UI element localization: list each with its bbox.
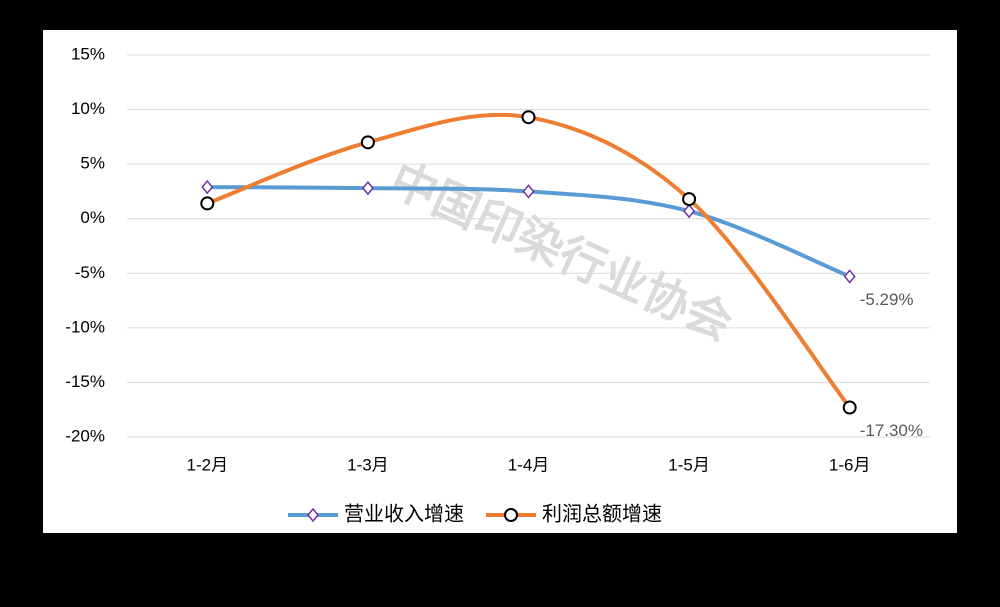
series-line (205, 112, 852, 410)
y-tick-label: 15% (71, 44, 105, 63)
marker (504, 508, 518, 522)
marker (360, 135, 375, 150)
y-tick-label: -20% (65, 426, 105, 445)
legend-label: 营业收入增速 (344, 502, 464, 525)
x-tick-label: 1-5月 (668, 455, 710, 474)
data-label: -5.29% (860, 290, 914, 309)
marker (200, 196, 215, 211)
x-tick-label: 1-3月 (347, 455, 389, 474)
y-tick-label: 0% (80, 208, 105, 227)
marker (521, 110, 536, 125)
y-tick-label: -10% (65, 317, 105, 336)
marker (361, 180, 374, 196)
marker (843, 269, 856, 284)
legend-label: 利润总额增速 (542, 502, 662, 525)
y-tick-label: 10% (71, 99, 105, 118)
x-tick-label: 1-4月 (508, 455, 550, 474)
x-tick-label: 1-6月 (829, 455, 871, 474)
marker (201, 179, 214, 195)
data-label: -17.30% (860, 421, 923, 440)
marker (683, 203, 696, 219)
y-tick-label: -15% (65, 372, 105, 391)
x-tick-label: 1-2月 (187, 455, 229, 474)
marker (842, 400, 857, 415)
y-tick-label: -5% (75, 263, 105, 282)
marker (307, 507, 319, 523)
marker (522, 184, 535, 199)
chart-area (43, 30, 957, 533)
y-tick-label: 5% (80, 154, 105, 173)
marker (682, 192, 697, 207)
